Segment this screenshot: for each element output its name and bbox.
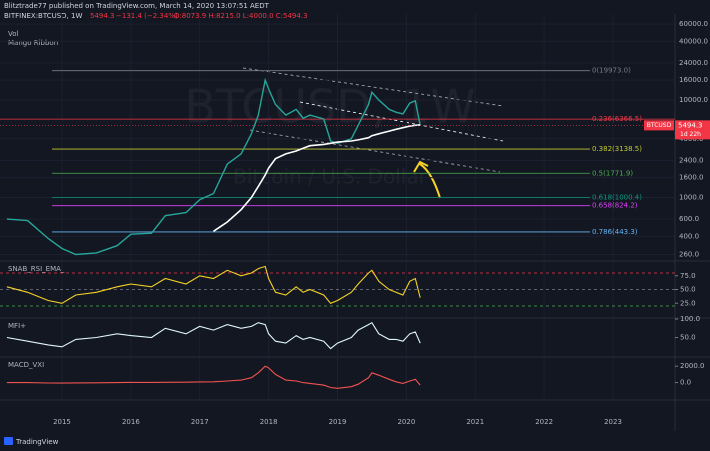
pane-title: SNAB_RSI_EMA_ bbox=[8, 265, 65, 273]
pane-separators bbox=[0, 14, 710, 431]
price-tag: 5494.3 bbox=[678, 121, 703, 129]
last-price: 5494.3 bbox=[90, 12, 115, 20]
y-tick-label: 400.0 bbox=[679, 232, 699, 240]
indicator-line bbox=[6, 265, 421, 304]
footer-bar bbox=[0, 434, 710, 451]
ma-label: Mango Ribbon bbox=[8, 39, 58, 47]
y-tick-label: 24000.0 bbox=[679, 59, 708, 67]
ohlc: O:8073.9 H:8215.0 L:4000.0 C:5494.3 bbox=[174, 12, 308, 20]
volume-label: Vol bbox=[8, 30, 19, 38]
price-tag-bg bbox=[675, 120, 710, 140]
x-tick-label: 2018 bbox=[260, 418, 278, 426]
indicator-line bbox=[6, 365, 421, 389]
x-tick-label: 2019 bbox=[329, 418, 347, 426]
watermark-sub: Bitcoin / U.S. Dollar bbox=[233, 165, 427, 189]
x-tick-label: 2015 bbox=[53, 418, 71, 426]
fib-label: 0.658(824.2) bbox=[592, 202, 638, 210]
x-tick-label: 2021 bbox=[466, 418, 484, 426]
pane-title: MFI+ bbox=[8, 322, 26, 330]
trend-line bbox=[249, 129, 501, 173]
y-tick-label: 16000.0 bbox=[679, 76, 708, 84]
fib-label: 0.5(1771.9) bbox=[592, 169, 633, 177]
logo bbox=[4, 437, 13, 445]
y-tick-label: 75.0 bbox=[680, 272, 696, 280]
fib-label: 0.382(3138.5) bbox=[592, 145, 642, 153]
y-tick-label: 2400.0 bbox=[679, 156, 704, 164]
symbol-tag: BTCUSD bbox=[647, 122, 672, 129]
y-tick-label: 50.0 bbox=[680, 286, 696, 294]
arrow bbox=[413, 160, 441, 199]
publisher: Blitztrade77 published on TradingView.co… bbox=[4, 2, 270, 10]
fib-label: 0(19973.0) bbox=[592, 67, 631, 75]
indicator-line bbox=[6, 321, 421, 350]
fib-label: 0.236(6366.5) bbox=[592, 115, 642, 123]
y-tick-label: 100.0 bbox=[680, 315, 700, 323]
y-tick-label: 600.0 bbox=[679, 215, 699, 223]
y-tick-label: 25.0 bbox=[680, 299, 696, 307]
trend-line bbox=[299, 101, 504, 142]
pane-title: MACD_VXI bbox=[8, 361, 44, 369]
y-tick-label: 40000.0 bbox=[679, 37, 708, 45]
fib-label: 0.786(443.3) bbox=[592, 228, 638, 236]
y-tick-label: 2000.0 bbox=[680, 362, 705, 370]
y-tick-label: 50.0 bbox=[680, 334, 696, 342]
price-line bbox=[6, 77, 421, 256]
y-tick-label: 0.0 bbox=[680, 379, 691, 387]
countdown: 1d 22h bbox=[680, 131, 701, 138]
y-tick-label: 60000.0 bbox=[679, 20, 708, 28]
x-tick-label: 2017 bbox=[191, 418, 209, 426]
watermark: BTCUSD, 1W bbox=[184, 80, 475, 134]
x-tick-label: 2016 bbox=[122, 418, 140, 426]
y-tick-label: 260.0 bbox=[679, 251, 699, 259]
fib-label: 0.618(1000.4) bbox=[592, 193, 642, 201]
y-tick-label: 10000.0 bbox=[679, 96, 708, 104]
change: −131.4 (−2.34%) bbox=[116, 12, 178, 20]
symbol: BITFINEX:BTCUSD, 1W bbox=[4, 12, 82, 20]
x-tick-label: 2022 bbox=[535, 418, 553, 426]
symbol-tag-bg bbox=[644, 120, 674, 131]
ma-line bbox=[213, 124, 421, 232]
y-tick-label: 1000.0 bbox=[679, 193, 704, 201]
footer-brand: TradingView bbox=[15, 438, 59, 446]
y-tick-label: 1600.0 bbox=[679, 174, 704, 182]
x-tick-label: 2020 bbox=[397, 418, 415, 426]
x-tick-label: 2023 bbox=[604, 418, 622, 426]
